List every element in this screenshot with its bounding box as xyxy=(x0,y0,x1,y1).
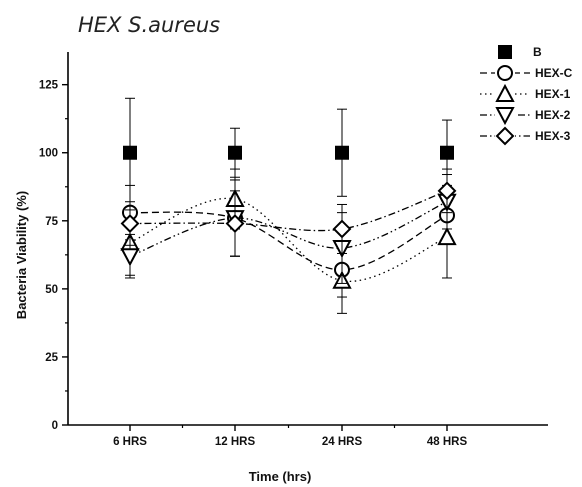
y-tick-label: 25 xyxy=(45,352,58,364)
series-hex-c xyxy=(122,179,455,298)
y-tick-label: 50 xyxy=(45,284,58,296)
y-tick-label: 75 xyxy=(45,216,58,228)
data-point xyxy=(225,214,245,233)
x-tick-label: 48 HRS xyxy=(427,436,468,448)
legend-marker xyxy=(495,126,515,146)
legend-label: HEX-1 xyxy=(535,87,571,101)
series-hex-3 xyxy=(120,168,457,257)
data-point xyxy=(120,214,140,233)
y-axis-title: Bacteria Viability (%) xyxy=(14,191,29,319)
x-axis-title: Time (hrs) xyxy=(249,469,312,484)
legend-item-hex-3: HEX-3 xyxy=(480,126,571,146)
legend-label: B xyxy=(533,45,542,59)
data-point xyxy=(437,227,457,246)
series-line xyxy=(129,190,448,232)
series-line xyxy=(129,197,448,282)
legend: B HEX-C HEX-1 HEX-2 HEX-3 xyxy=(480,45,573,146)
series-hex-1 xyxy=(120,168,457,314)
legend-label: HEX-C xyxy=(535,66,573,80)
series-hex-2 xyxy=(120,174,457,284)
data-point xyxy=(120,248,140,267)
series-line xyxy=(129,211,448,271)
data-point xyxy=(228,145,242,160)
x-tick-label: 12 HRS xyxy=(215,436,256,448)
legend-marker xyxy=(497,65,513,81)
legend-item-hex-2: HEX-2 xyxy=(480,106,571,126)
y-tick-label: 100 xyxy=(39,148,58,160)
legend-item-hex-1: HEX-1 xyxy=(480,83,571,103)
legend-label: HEX-2 xyxy=(535,108,571,122)
x-tick-label: 24 HRS xyxy=(322,436,363,448)
legend-marker xyxy=(498,45,512,59)
y-tick-label: 0 xyxy=(52,420,58,432)
data-point xyxy=(332,219,352,239)
series-b xyxy=(123,97,454,208)
chart-title: HEX S.aureus xyxy=(78,13,220,37)
series-line xyxy=(129,201,448,257)
legend-item-b: B xyxy=(498,45,542,59)
legend-item-hex-c: HEX-C xyxy=(480,64,573,82)
data-point xyxy=(335,145,349,160)
series-layer xyxy=(120,97,457,314)
legend-marker xyxy=(495,107,515,126)
data-point xyxy=(440,145,454,160)
y-tick-label: 125 xyxy=(39,80,59,92)
axes: 0 25 50 75 100 125 6 HRS 12 HRS 24 HRS 48 HRS xyxy=(39,52,548,448)
legend-label: HEX-3 xyxy=(535,129,571,143)
data-point xyxy=(123,145,137,160)
x-tick-label: 6 HRS xyxy=(113,436,147,448)
legend-marker xyxy=(495,83,515,102)
data-point xyxy=(437,181,457,201)
